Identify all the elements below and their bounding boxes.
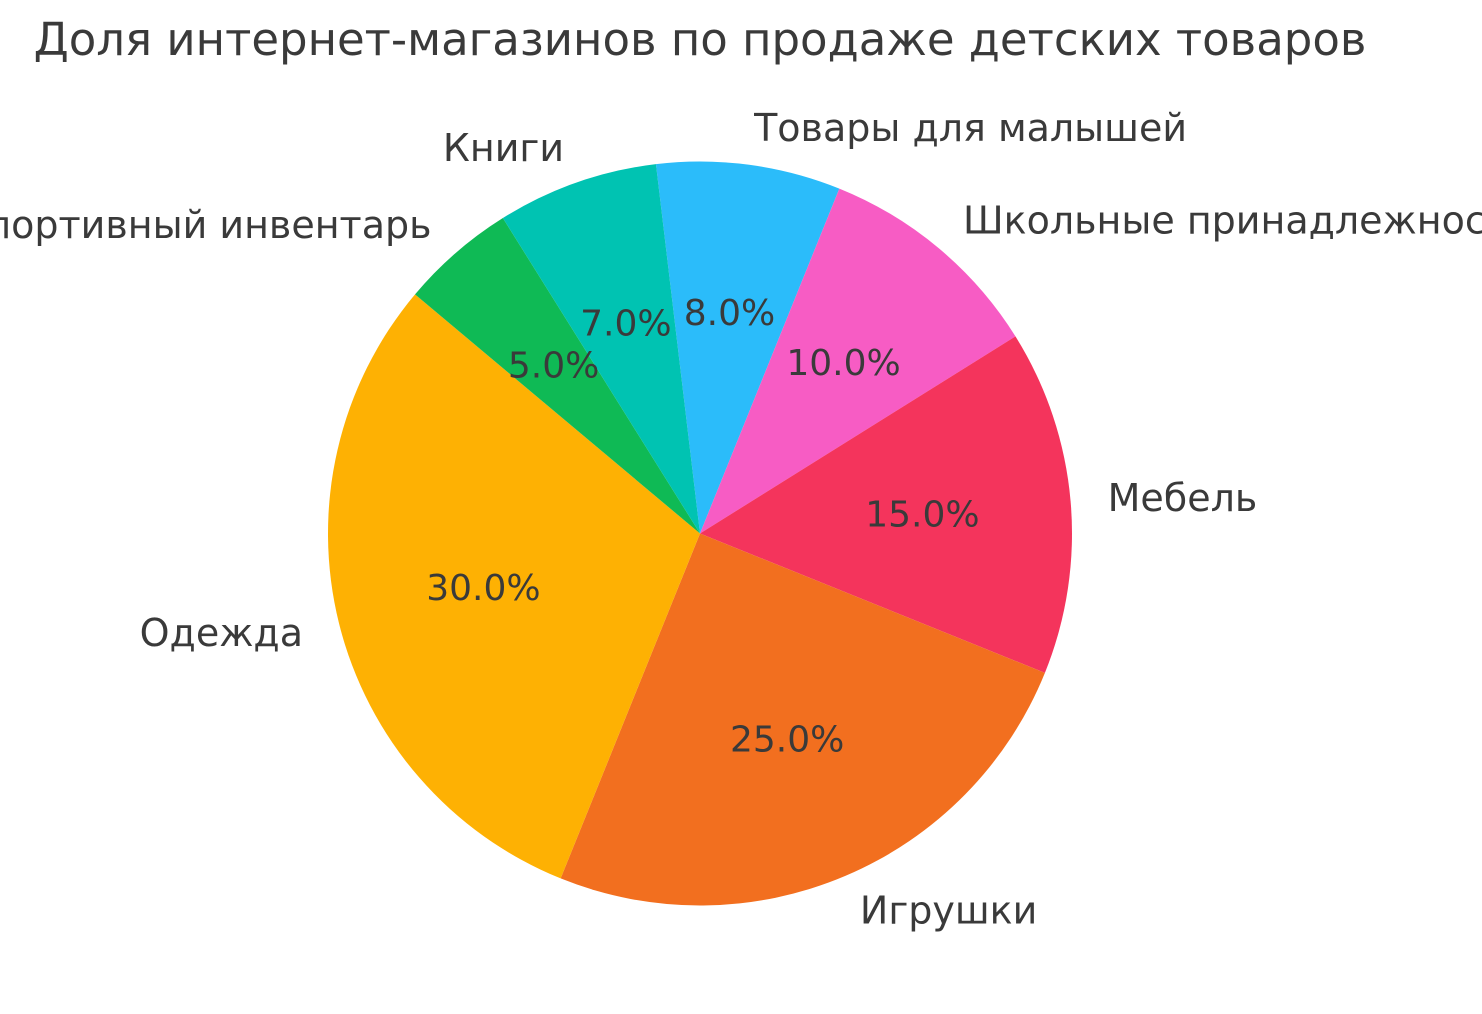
slice-percent-label: 7.0% [580,304,671,345]
slice-percent-label: 10.0% [786,343,900,384]
slice-category-label: Спортивный инвентарь [0,203,432,247]
slice-category-label: Школьные принадлежности [963,198,1482,242]
chart-title: Доля интернет-магазинов по продаже детск… [34,13,1367,66]
pie-slice [415,218,700,534]
slice-percent-label: 5.0% [508,346,599,387]
slice-percent-label: 15.0% [865,495,979,536]
pie-slice [560,533,1045,906]
slice-category-label: Одежда [140,611,303,655]
slice-percent-label: 8.0% [684,293,775,334]
slice-percent-label: 25.0% [730,720,844,761]
slice-category-label: Книги [443,126,564,170]
pie-slices [327,161,1072,906]
slice-category-label: Мебель [1108,476,1258,520]
slice-category-label: Игрушки [860,889,1037,933]
pie-slice [700,336,1072,673]
pie-slice [327,294,700,879]
pie-slice [655,161,840,534]
pie-labels: Товары для малышей 8.0% Школьные принадлеж… [0,106,1482,932]
pie-slice [502,164,700,534]
pie-slice [700,188,1016,534]
slice-percent-label: 30.0% [426,568,540,609]
slice-category-label: Товары для малышей [753,106,1187,150]
